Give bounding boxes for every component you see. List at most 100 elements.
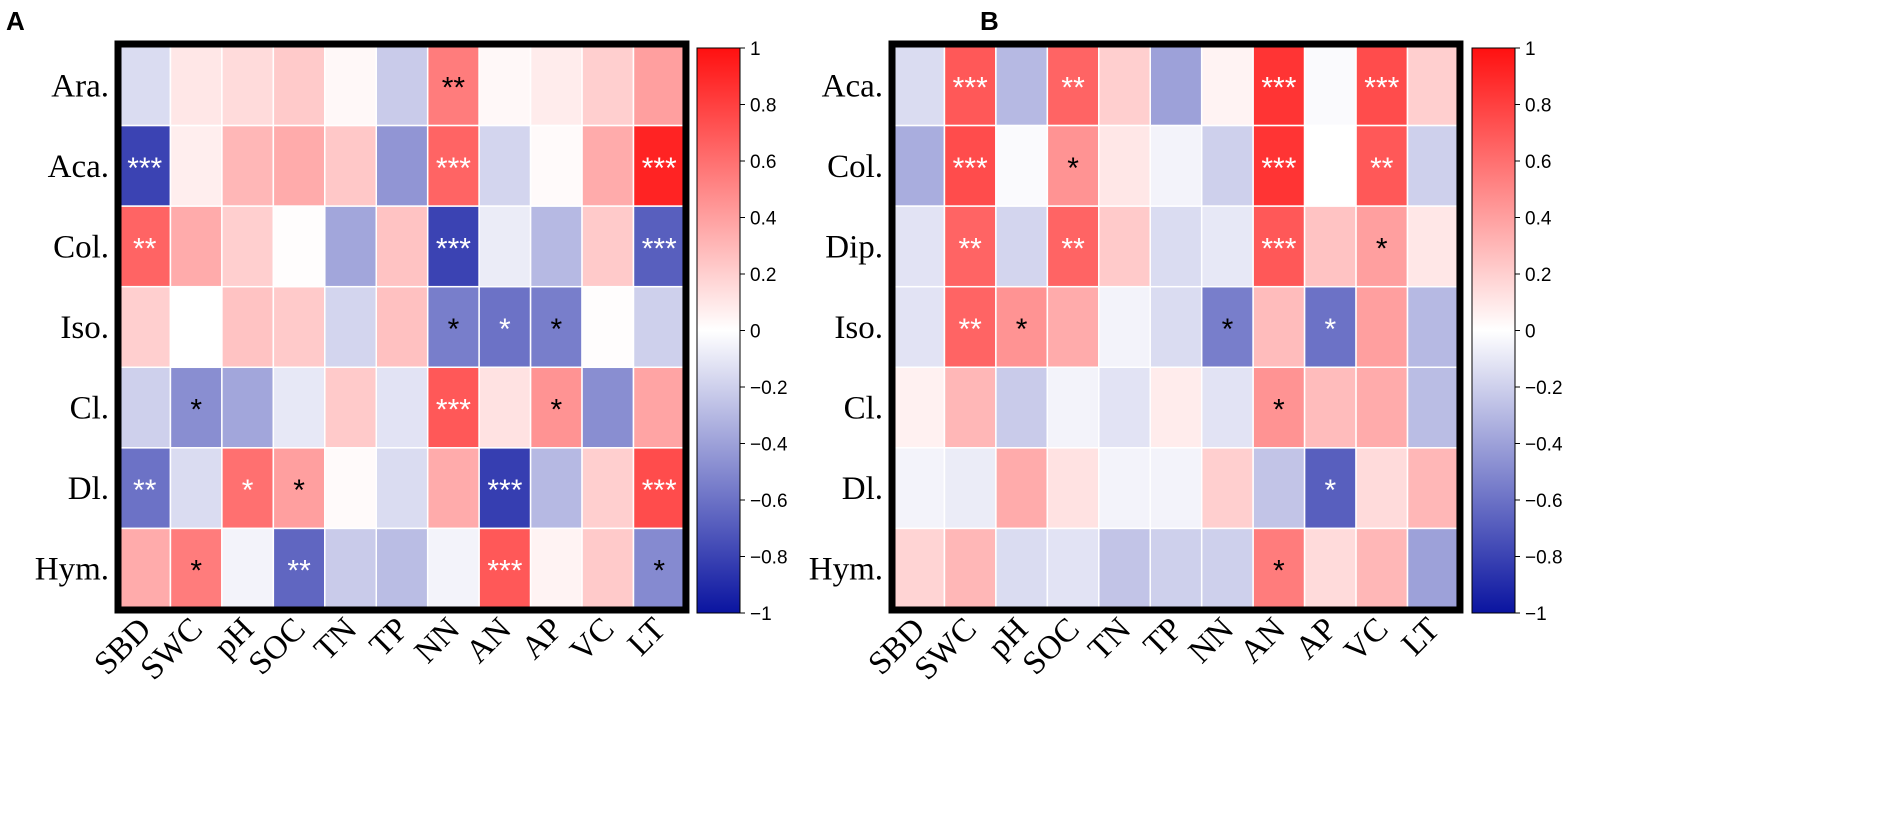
heatmap-cell [892, 124, 946, 207]
heatmap-cell [632, 44, 686, 127]
significance-label: ** [1061, 232, 1085, 265]
heatmap-cell [529, 527, 583, 610]
colorbar-gradient [696, 47, 741, 614]
heatmap-cell [892, 205, 946, 288]
heatmap-cell [324, 205, 377, 288]
heatmap-cell [272, 366, 326, 449]
heatmap-cell [375, 44, 429, 127]
colorbar-tick-label: 0.6 [750, 152, 776, 173]
significance-label: * [448, 313, 460, 346]
row-labels: Ara. Aca. Col. Iso. Cl. Dl. Hym. [35, 68, 109, 587]
colorbar-tick-label: 0.8 [750, 96, 776, 117]
heatmap-cell [1355, 527, 1409, 610]
heatmap-cell [426, 527, 480, 610]
significance-label: * [293, 474, 305, 507]
heatmap-cell [892, 447, 946, 530]
colorbar-tick-label: −1 [750, 604, 772, 625]
heatmap-cell [581, 124, 635, 207]
column-label: AN [459, 611, 518, 670]
column-label: SWC [908, 611, 984, 687]
heatmap-cell [892, 527, 946, 610]
heatmap-cell [1252, 447, 1306, 530]
colorbar-tick-label: 1 [750, 39, 761, 60]
heatmap-cell [529, 124, 583, 207]
heatmap-cell [1200, 527, 1254, 610]
column-label: AP [515, 611, 570, 666]
heatmap-cell [426, 44, 480, 127]
heatmap-cell [1355, 285, 1409, 369]
row-label: Cl. [70, 391, 109, 427]
colorbar-tick-label: 0.2 [1525, 265, 1551, 286]
heatmap-cell [1406, 527, 1460, 610]
heatmap-cell [995, 447, 1049, 530]
heatmap-cell [324, 124, 377, 207]
row-label: Hym. [35, 552, 109, 588]
heatmap-cell [1098, 527, 1152, 610]
heatmap-cell [324, 44, 377, 127]
heatmap-cell [1406, 124, 1460, 207]
heatmap-cell [1303, 205, 1357, 288]
column-label: LT [1395, 611, 1447, 663]
heatmap-cell [1149, 527, 1203, 610]
significance-label: * [190, 394, 202, 427]
heatmap-cell [221, 285, 275, 369]
colorbar-tick-label: 0.4 [1525, 209, 1552, 230]
colorbar-tick-label: 0.4 [750, 209, 777, 230]
heatmap-cell [1355, 44, 1409, 127]
heatmap-cell [1303, 124, 1357, 207]
heatmap-cell [169, 205, 223, 288]
column-label: VC [1338, 611, 1396, 669]
colorbar: 1 0.8 0.6 0.4 0.2 0 −0.2 −0.4 −0.6 −0.8 −1 [696, 39, 788, 625]
heatmap-cell [995, 124, 1049, 207]
heatmap-cell [1200, 124, 1254, 207]
heatmap-cell [169, 447, 223, 530]
column-label: SWC [134, 611, 210, 687]
heatmap-cell [892, 285, 946, 369]
heatmap-cell [1303, 366, 1357, 449]
heatmap-cell [324, 285, 377, 369]
heatmap-cell [1252, 44, 1306, 127]
heatmap-cell [581, 447, 635, 530]
heatmap-cell [1355, 447, 1409, 530]
heatmap-cell [375, 447, 429, 530]
heatmap-cell [632, 285, 686, 369]
colorbar-tick-label: 0.2 [750, 265, 776, 286]
heatmap-cell [118, 285, 172, 369]
heatmap-cell [1252, 124, 1306, 207]
significance-label: * [653, 555, 665, 588]
heatmap-cell [529, 205, 583, 288]
heatmap-cell [478, 366, 532, 449]
heatmap-cell [1098, 447, 1152, 530]
heatmap-cell [529, 44, 583, 127]
heatmap-cell [995, 205, 1049, 288]
significance-label: *** [953, 71, 988, 104]
heatmap-cell [1098, 44, 1152, 127]
heatmap-cell [1252, 285, 1306, 369]
heatmap-cell [1046, 205, 1100, 288]
heatmap-cell [995, 44, 1049, 127]
row-label: Aca. [822, 68, 883, 104]
heatmap-cell [375, 205, 429, 288]
column-label: AN [1233, 611, 1292, 670]
heatmap-cell [632, 447, 686, 530]
significance-label: *** [487, 474, 522, 507]
significance-label: ** [1370, 152, 1394, 185]
heatmap-cell [169, 124, 223, 207]
heatmap-cell [375, 366, 429, 449]
row-label: Col. [53, 229, 109, 265]
heatmap-cell [1252, 205, 1306, 288]
significance-label: ** [958, 313, 982, 346]
colorbar-tick-label: −0.2 [750, 378, 788, 399]
heatmap-cell [478, 205, 532, 288]
heatmap-cell [1406, 366, 1460, 449]
heatmap-cell [1355, 366, 1409, 449]
column-label: TN [308, 611, 365, 668]
heatmap-cell [272, 527, 326, 610]
heatmap-cell [1406, 285, 1460, 369]
heatmap-cell [1098, 205, 1152, 288]
heatmap-cell [1046, 124, 1100, 207]
row-label: Col. [827, 149, 883, 185]
heatmap-cell [272, 447, 326, 530]
